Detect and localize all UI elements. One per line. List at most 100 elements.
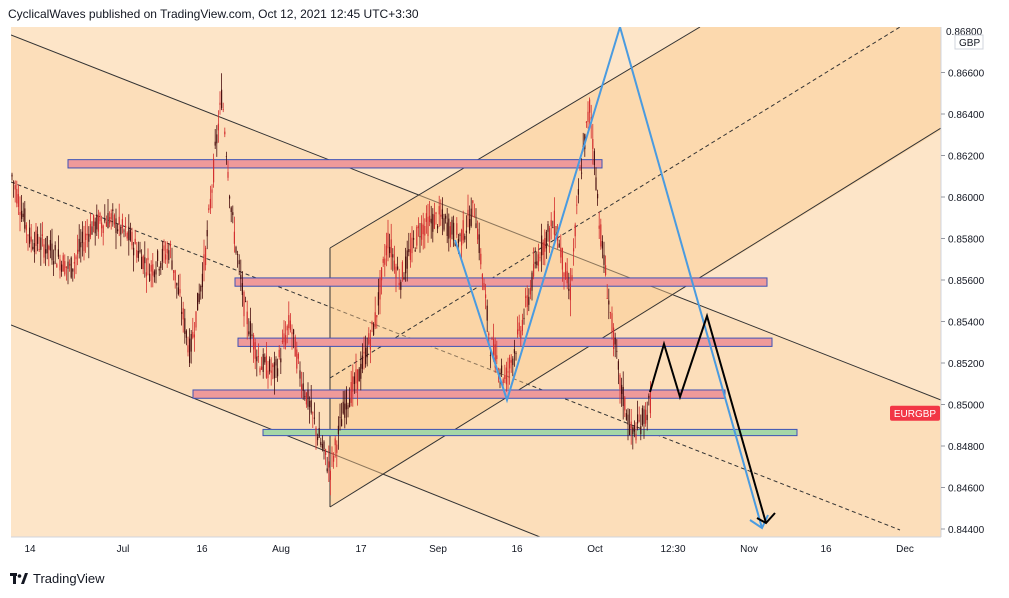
resistance-zone[interactable]: [237, 337, 773, 347]
wave-projection-black[interactable]: [649, 312, 767, 524]
candle-body: [94, 221, 96, 234]
y-tick-label: 0.86200: [948, 152, 985, 163]
candle-body: [465, 230, 467, 233]
candle-body: [561, 248, 563, 270]
candle-body: [291, 332, 293, 335]
candle-body: [558, 243, 560, 248]
candle-body: [211, 189, 213, 193]
candle-body: [278, 349, 280, 358]
candle-body: [357, 369, 359, 390]
resistance-zone[interactable]: [192, 389, 726, 399]
candle-body: [574, 224, 576, 237]
candle-body: [131, 231, 133, 246]
candle-body: [54, 245, 56, 251]
candle-body: [350, 382, 352, 403]
candle-body: [409, 249, 411, 260]
candle-body: [32, 246, 34, 249]
candle-body: [57, 249, 59, 257]
candle-body: [185, 330, 187, 338]
candle-body: [342, 401, 344, 414]
candle-body: [520, 330, 522, 338]
candle-body: [397, 266, 399, 270]
candle-body: [222, 109, 224, 110]
candle-body: [105, 222, 107, 227]
candle-body: [333, 456, 335, 462]
candle-body: [601, 241, 603, 249]
candle-body: [529, 288, 531, 295]
candle-body: [305, 392, 307, 405]
candle-body: [217, 123, 219, 131]
x-tick-label: 14: [24, 544, 36, 555]
candle-body: [390, 239, 392, 258]
candle-body: [473, 216, 475, 218]
candle-body: [352, 376, 354, 392]
candle-body: [625, 413, 627, 420]
candle-body: [61, 264, 63, 272]
candle-body: [85, 233, 87, 240]
candle-body: [307, 389, 309, 407]
candle-body: [187, 345, 189, 353]
candle-body: [121, 219, 123, 228]
candle-body: [475, 223, 477, 229]
candle-body: [281, 341, 283, 342]
candle-body: [325, 449, 327, 455]
candle-body: [104, 219, 106, 222]
candle-body: [494, 344, 496, 368]
support-zone[interactable]: [262, 428, 798, 437]
candle-body: [542, 242, 544, 255]
candle-body: [136, 250, 138, 258]
blue-projection-down[interactable]: [619, 27, 763, 529]
candle-body: [153, 271, 155, 278]
candle-body: [531, 272, 533, 291]
candle-body: [150, 265, 152, 272]
candle-body: [403, 277, 405, 280]
descending-channel-midline[interactable]: [11, 181, 901, 531]
tradingview-footer[interactable]: TradingView: [10, 571, 105, 586]
candle-body: [467, 209, 469, 216]
candle-body: [643, 409, 645, 424]
candle-body: [501, 365, 503, 374]
candle-body: [89, 224, 91, 237]
candle-body: [334, 438, 336, 446]
candle-body: [638, 420, 640, 422]
candle-body: [470, 208, 472, 226]
candle-body: [491, 338, 493, 340]
symbol-badge[interactable]: [890, 405, 940, 421]
candle-body: [123, 230, 125, 232]
candle-body: [549, 228, 551, 242]
resistance-zone[interactable]: [67, 159, 603, 169]
candle-body: [237, 254, 239, 255]
candle-body: [81, 231, 83, 243]
candle-body: [469, 219, 471, 231]
blue-arrowhead: [749, 514, 769, 530]
candle-body: [577, 189, 579, 195]
candle-body: [382, 259, 384, 263]
ascending-channel-lower[interactable]: [329, 127, 941, 508]
candle-body: [190, 334, 192, 352]
candle-body: [336, 444, 338, 453]
candle-body: [462, 220, 464, 241]
candle-body: [517, 329, 519, 335]
candle-body: [24, 208, 26, 229]
candle-body: [184, 318, 186, 334]
candle-body: [515, 353, 517, 354]
candle-body: [461, 229, 463, 246]
candle-body: [133, 247, 135, 256]
candle-body: [472, 200, 474, 204]
candle-body: [385, 245, 387, 256]
candle-body: [294, 336, 296, 357]
candle-body: [513, 349, 515, 354]
candle-body: [296, 349, 298, 369]
ascending-channel-upper[interactable]: [329, 27, 701, 249]
candle-body: [536, 261, 538, 266]
resistance-zone[interactable]: [234, 277, 768, 287]
candle-body: [73, 262, 75, 264]
publisher-caption: CyclicalWaves published on TradingView.c…: [8, 7, 419, 21]
cycle-projection-blue[interactable]: [454, 27, 621, 404]
candle-body: [299, 370, 301, 379]
candle-body: [213, 158, 215, 183]
candle-body: [648, 395, 650, 398]
candle-body: [158, 268, 160, 271]
candle-body: [101, 222, 103, 229]
